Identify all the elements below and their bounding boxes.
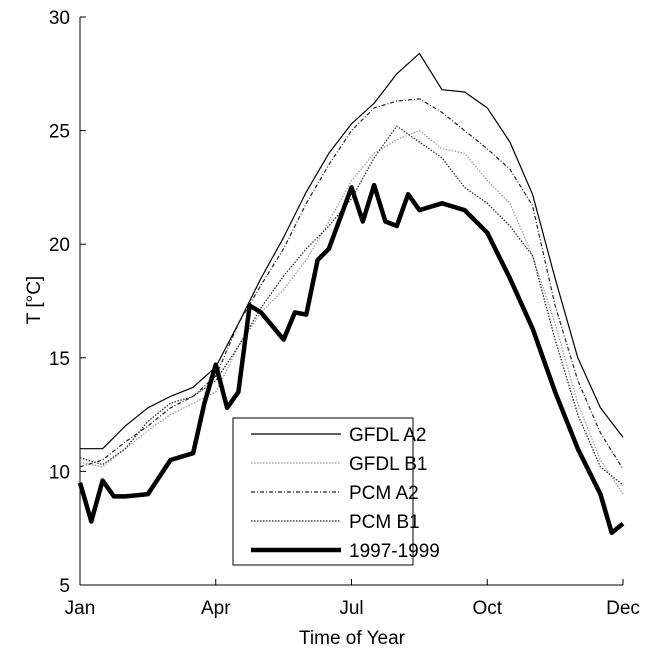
x-tick-label: Apr <box>201 598 231 619</box>
legend-label: PCM A2 <box>349 483 419 504</box>
data-line <box>79 130 624 495</box>
x-tick-label: Jul <box>339 598 363 619</box>
data-line <box>79 98 624 470</box>
x-tick-label: Jan <box>65 598 96 619</box>
data-line <box>79 125 624 486</box>
y-tick-label: 15 <box>49 349 70 370</box>
y-tick-label: 20 <box>49 235 70 256</box>
y-tick-label: 30 <box>49 8 70 29</box>
y-tick-label: 25 <box>49 122 70 143</box>
x-axis-label: Time of Year <box>299 628 406 649</box>
y-tick-label: 5 <box>59 576 70 597</box>
y-axis-label: T [°C] <box>24 276 45 324</box>
y-tick-label: 10 <box>49 462 70 483</box>
x-tick-label: Dec <box>606 598 640 619</box>
legend-label: GFDL A2 <box>349 425 426 446</box>
data-line <box>77 182 625 535</box>
legend-label: 1997-1999 <box>349 541 440 562</box>
legend-label: PCM B1 <box>349 512 420 533</box>
x-tick-label: Oct <box>472 598 502 619</box>
legend-label: GFDL B1 <box>349 454 428 475</box>
data-line <box>80 52 624 450</box>
